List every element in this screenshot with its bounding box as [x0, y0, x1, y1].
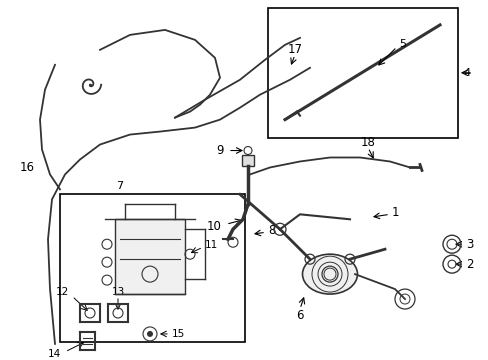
- Text: 8: 8: [267, 224, 275, 237]
- Text: 1: 1: [391, 206, 399, 219]
- Bar: [242, 154, 253, 166]
- Text: 6: 6: [296, 310, 303, 323]
- Text: 11: 11: [204, 240, 218, 250]
- Text: 9: 9: [216, 144, 224, 157]
- Bar: [115, 219, 184, 294]
- Text: 3: 3: [465, 238, 472, 251]
- Text: 5: 5: [398, 39, 405, 49]
- Bar: [60, 194, 244, 342]
- Text: 15: 15: [172, 329, 185, 339]
- Text: 17: 17: [287, 43, 302, 57]
- Text: 18: 18: [360, 136, 375, 149]
- Text: 14: 14: [47, 349, 61, 359]
- Text: 10: 10: [207, 220, 222, 233]
- Text: 2: 2: [465, 258, 472, 271]
- Text: 13: 13: [111, 287, 124, 297]
- Text: 16: 16: [20, 161, 35, 174]
- Ellipse shape: [302, 254, 357, 294]
- Text: 7: 7: [116, 181, 123, 192]
- Text: 12: 12: [55, 287, 68, 297]
- Bar: [267, 8, 457, 138]
- Text: 4: 4: [462, 68, 469, 78]
- Circle shape: [147, 331, 153, 337]
